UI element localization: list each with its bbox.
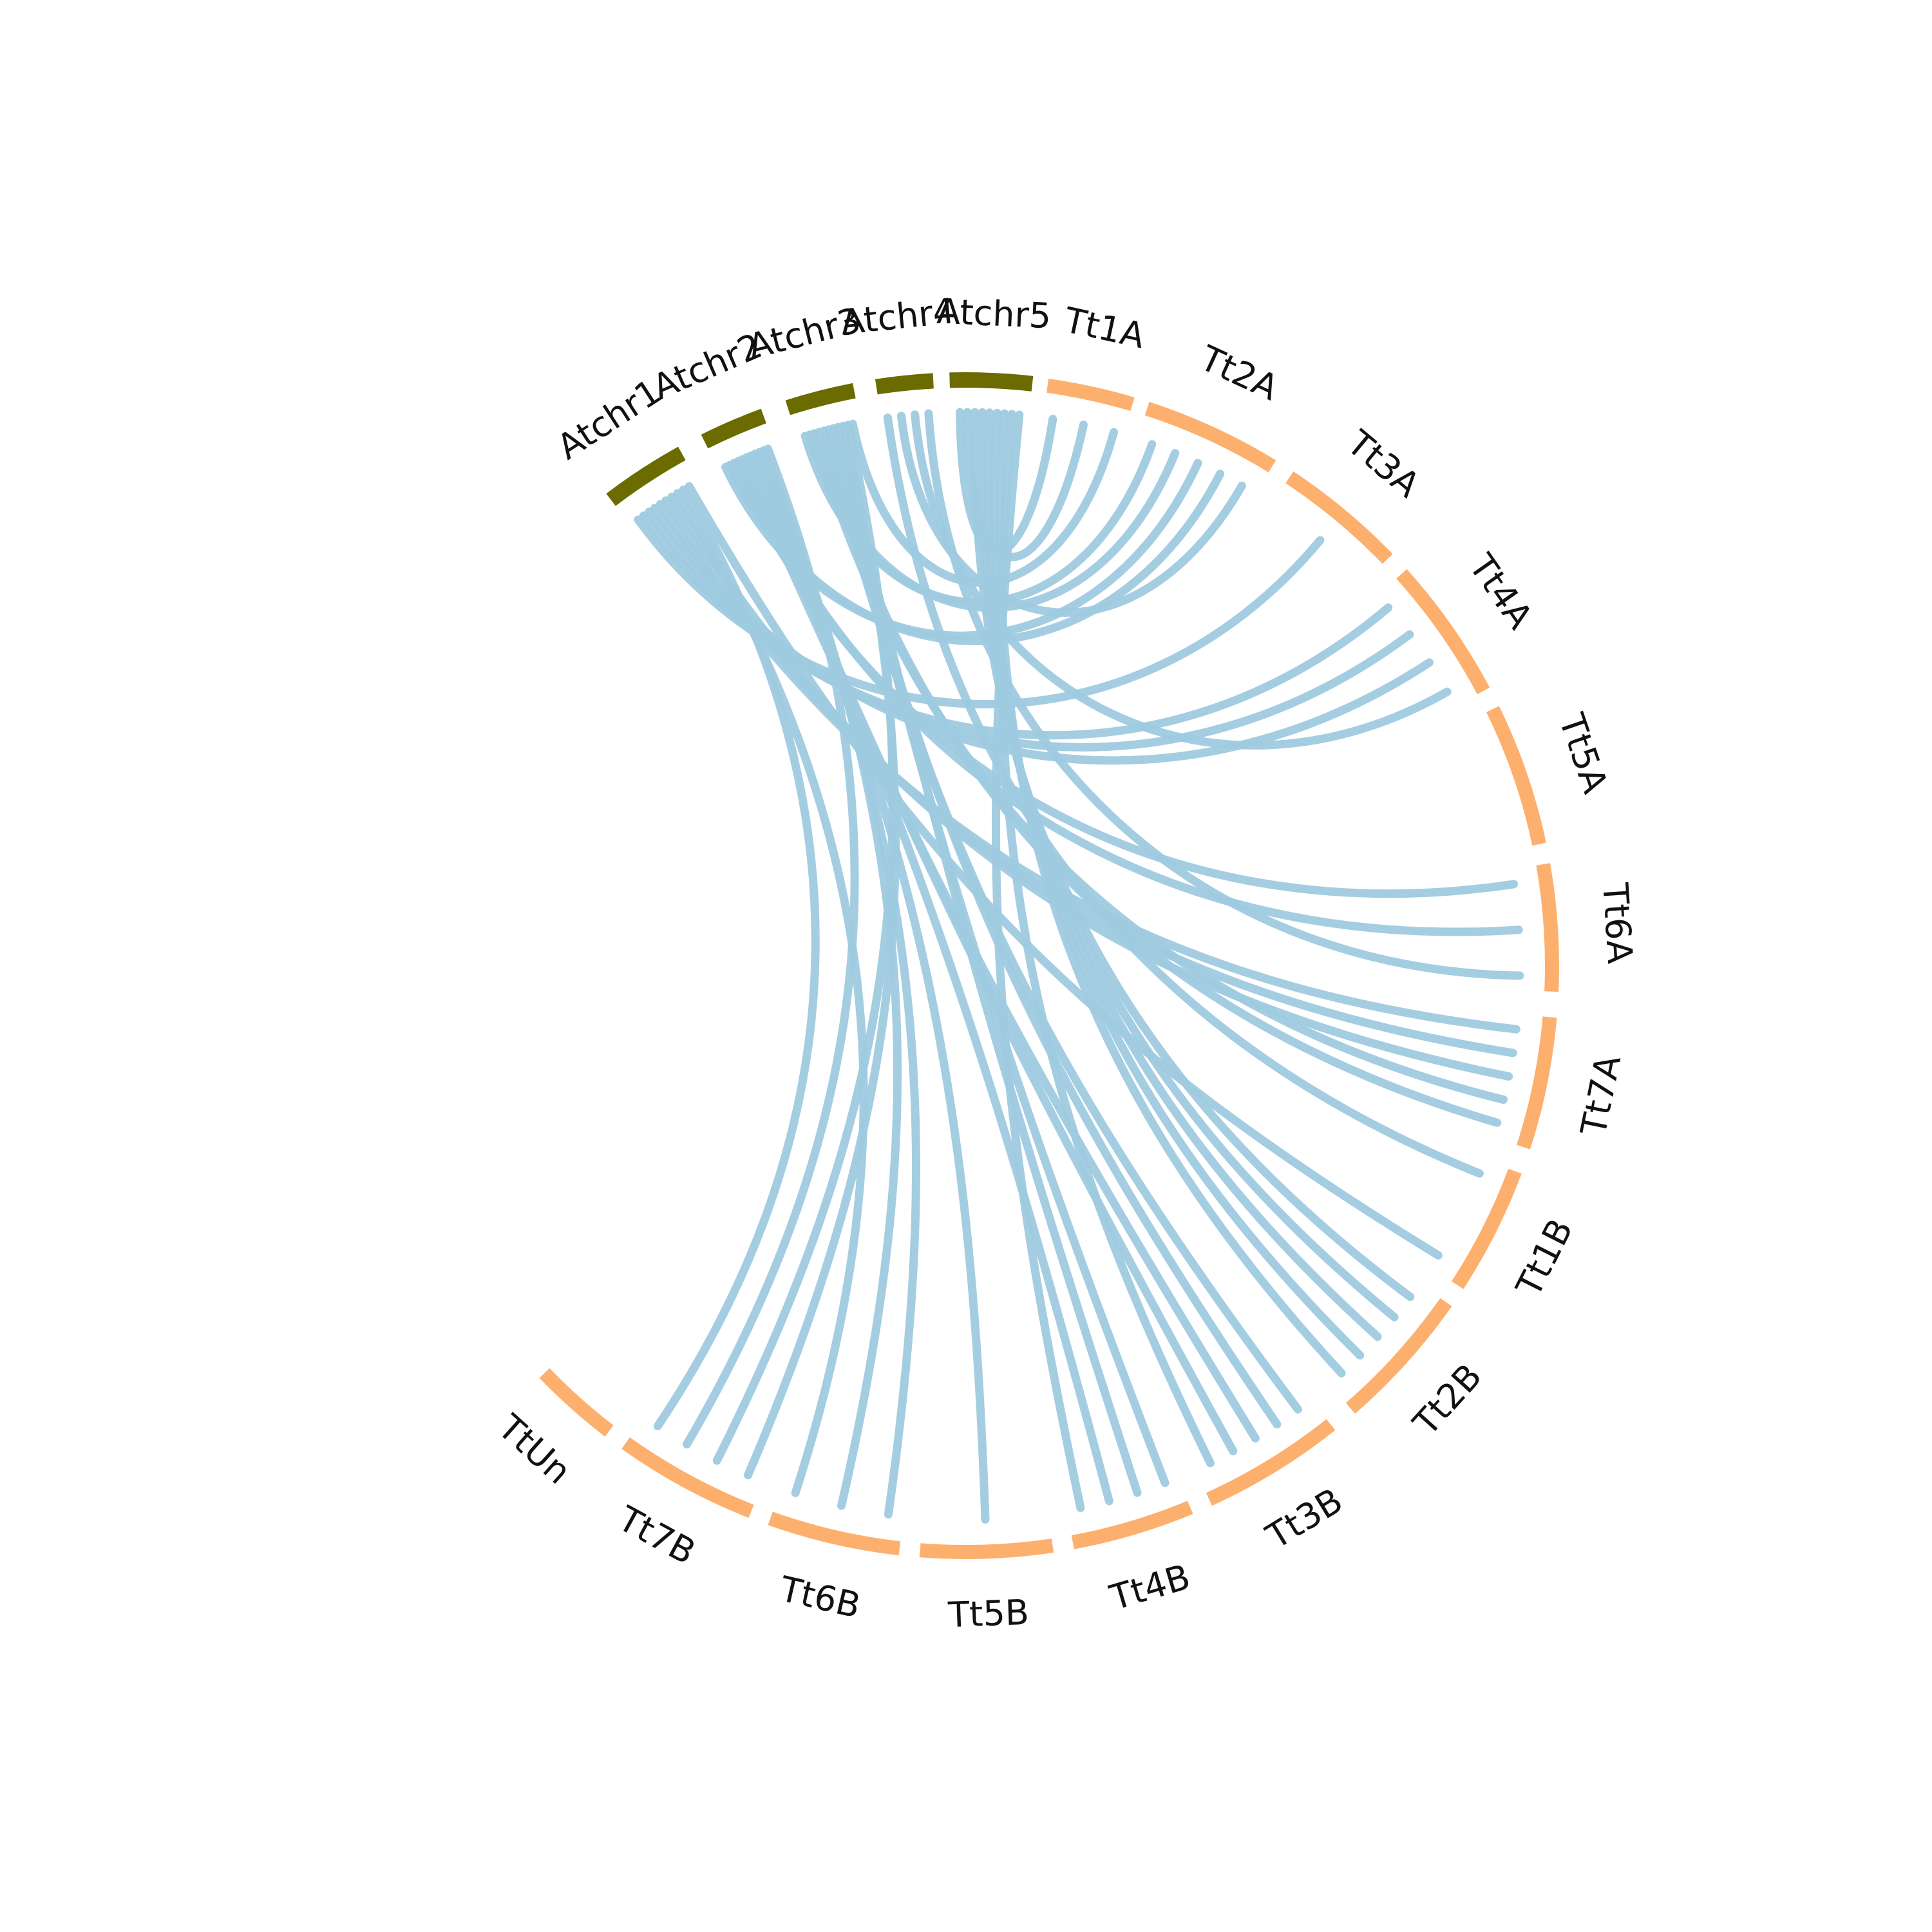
segment-label-tt4a: Tt4A [1461, 546, 1540, 636]
segment-tt3a [1285, 471, 1393, 564]
segment-tt1b [1451, 1168, 1522, 1289]
segment-label-tt6b: Tt6B [775, 1568, 864, 1626]
link-atchr4-tt6a [924, 409, 1524, 980]
segment-tt6a [1536, 863, 1559, 992]
segment-label-tt5b: Tt5B [947, 1592, 1030, 1635]
segment-tt7a [1517, 1016, 1557, 1150]
segment-label-tt6a: Tt6A [1595, 881, 1640, 965]
segment-label-tt7b: Tt7B [611, 1498, 702, 1573]
segment-tt2b [1345, 1298, 1452, 1414]
segment-label-tt7a: Tt7A [1573, 1052, 1629, 1140]
segment-label-tt4b: Tt4B [1105, 1557, 1195, 1618]
segment-atchr4 [875, 373, 934, 395]
segment-label-atchr5: Atchr5 [936, 291, 1052, 337]
link-atchr2-tt7b [683, 444, 859, 1449]
segment-tt1a [1046, 379, 1135, 412]
segment-label-tt5a: Tt5A [1551, 708, 1616, 798]
segment-label-tt1b: Tt1B [1508, 1213, 1581, 1303]
link-atchr3-tt1a [848, 419, 1118, 587]
link-atchr1-tt1b [685, 482, 1443, 1260]
segment-atchr5 [949, 372, 1034, 392]
segment-tt4b [1071, 1501, 1193, 1549]
segment-tt4a [1396, 569, 1490, 694]
segment-tt5b [919, 1539, 1054, 1559]
segment-label-atchr1: Atchr1 [550, 371, 668, 468]
segment-label-tt2b: Tt2B [1405, 1356, 1490, 1443]
segment-label-tt3a: Tt3A [1339, 422, 1428, 506]
segment-ttun [539, 1368, 614, 1437]
link-atchr5-tt4b [991, 410, 1085, 1512]
segment-tt2a [1144, 402, 1276, 473]
link-atchr4-tt2a [897, 412, 1246, 617]
segments-layer [539, 372, 1559, 1559]
segment-label-tt3b: Tt3B [1259, 1480, 1350, 1557]
segment-atchr1 [606, 446, 686, 506]
segment-atchr3 [785, 383, 856, 415]
segment-tt3b [1206, 1419, 1336, 1506]
segment-label-tt2a: Tt2A [1193, 337, 1284, 408]
link-atchr1-tt7a [667, 493, 1513, 1081]
link-atchr4-tt1b [883, 413, 1484, 1178]
segment-atchr2 [701, 408, 767, 449]
link-atchr1-tt7b [653, 486, 820, 1430]
links-layer [634, 408, 1524, 1524]
link-atchr1-tt7a [661, 496, 1517, 1057]
link-atchr3-tt7b [712, 421, 897, 1465]
segment-label-tt1a: Tt1A [1060, 299, 1148, 357]
segment-tt6b [768, 1511, 901, 1556]
link-atchr4-tt4a [911, 410, 1452, 750]
segment-tt7b [621, 1437, 754, 1518]
link-atchr5-tt2b [977, 408, 1399, 1321]
link-atchr5-tt2b [970, 408, 1415, 1302]
segment-tt5a [1486, 706, 1546, 846]
segment-label-ttun: TtUn [490, 1406, 579, 1492]
